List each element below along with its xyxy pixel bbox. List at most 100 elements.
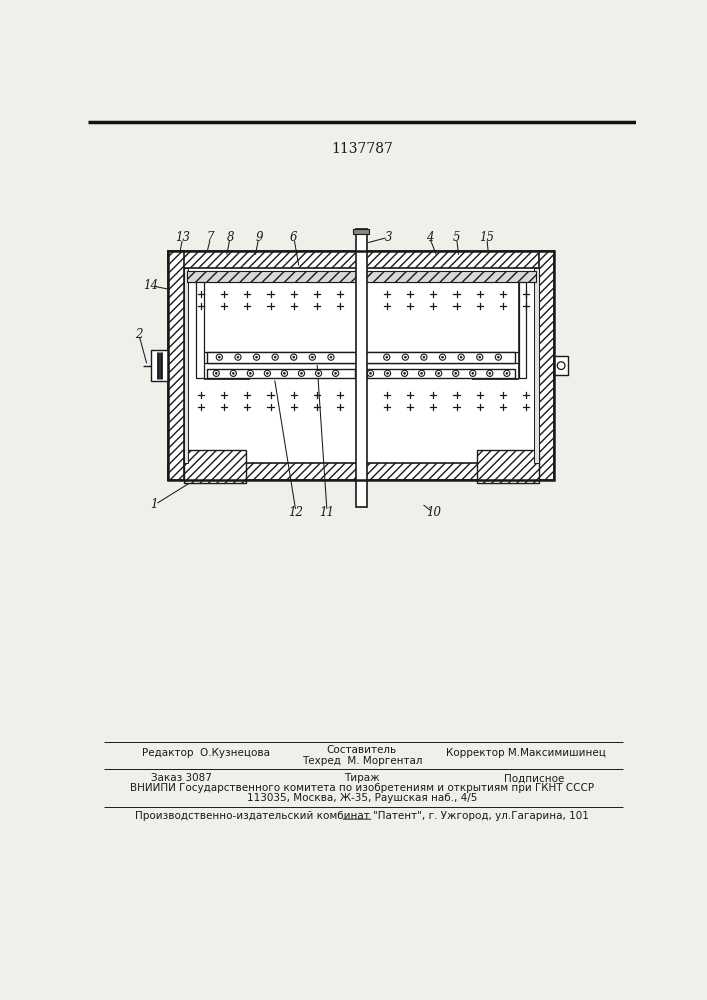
Circle shape	[489, 372, 491, 374]
Circle shape	[267, 372, 269, 374]
Circle shape	[300, 372, 303, 374]
Bar	[356, 229, 367, 507]
Circle shape	[332, 370, 339, 376]
Circle shape	[334, 372, 337, 374]
Circle shape	[368, 370, 373, 376]
Circle shape	[298, 370, 305, 376]
Circle shape	[370, 372, 371, 374]
Circle shape	[230, 370, 236, 376]
Circle shape	[253, 354, 259, 360]
Circle shape	[247, 370, 253, 376]
Circle shape	[330, 356, 332, 358]
Circle shape	[386, 356, 387, 358]
Circle shape	[421, 354, 427, 360]
Circle shape	[281, 370, 288, 376]
Text: 14: 14	[143, 279, 158, 292]
Circle shape	[216, 354, 223, 360]
Text: Тираж: Тираж	[344, 773, 380, 783]
Circle shape	[469, 370, 476, 376]
Text: 10: 10	[426, 506, 440, 519]
Circle shape	[419, 370, 425, 376]
Text: 113035, Москва, Ж-35, Раушская наб., 4/5: 113035, Москва, Ж-35, Раушская наб., 4/5	[247, 793, 477, 803]
Circle shape	[274, 356, 276, 358]
Circle shape	[423, 356, 425, 358]
Bar	[168, 251, 184, 480]
Text: 15: 15	[479, 231, 494, 244]
Bar	[168, 251, 554, 480]
Circle shape	[557, 362, 565, 369]
Bar	[554, 356, 568, 375]
Text: Корректор М.Максимишинец: Корректор М.Максимишинец	[446, 748, 606, 758]
Circle shape	[477, 354, 483, 360]
Circle shape	[272, 354, 279, 360]
Circle shape	[233, 372, 234, 374]
Text: 5: 5	[452, 231, 460, 244]
Circle shape	[472, 372, 474, 374]
Text: 11: 11	[320, 506, 334, 519]
Circle shape	[235, 354, 241, 360]
Text: 1: 1	[151, 498, 158, 512]
Circle shape	[404, 356, 407, 358]
Circle shape	[315, 370, 322, 376]
Bar	[354, 229, 369, 234]
Text: Редактор  О.Кузнецова: Редактор О.Кузнецова	[142, 748, 270, 758]
Circle shape	[387, 372, 388, 374]
Circle shape	[479, 356, 481, 358]
Circle shape	[486, 370, 493, 376]
Circle shape	[440, 354, 445, 360]
Bar	[534, 268, 539, 463]
Text: Заказ 3087: Заказ 3087	[151, 773, 212, 783]
Text: 9: 9	[255, 231, 262, 244]
Circle shape	[293, 356, 295, 358]
Bar	[207, 369, 355, 378]
Circle shape	[309, 354, 315, 360]
Text: 6: 6	[290, 231, 298, 244]
Text: 13: 13	[175, 231, 190, 244]
Circle shape	[402, 354, 409, 360]
Bar	[184, 450, 246, 483]
Text: Техред  М. Моргентал: Техред М. Моргентал	[302, 756, 422, 766]
Circle shape	[498, 356, 499, 358]
Text: 3: 3	[385, 231, 393, 244]
Circle shape	[284, 372, 286, 374]
Circle shape	[384, 354, 390, 360]
Text: ВНИИПИ Государственного комитета по изобретениям и открытиям при ГКНТ СССР: ВНИИПИ Государственного комитета по изоб…	[130, 783, 594, 793]
Circle shape	[328, 354, 334, 360]
Text: 1137787: 1137787	[331, 142, 393, 156]
Circle shape	[458, 354, 464, 360]
Text: 4: 4	[426, 231, 433, 244]
Circle shape	[495, 354, 501, 360]
Circle shape	[504, 370, 510, 376]
Circle shape	[218, 356, 221, 358]
Circle shape	[506, 372, 508, 374]
Bar	[477, 450, 539, 483]
Text: 7: 7	[207, 231, 215, 244]
Circle shape	[421, 372, 423, 374]
Circle shape	[385, 370, 391, 376]
Circle shape	[436, 370, 442, 376]
Circle shape	[291, 354, 297, 360]
Circle shape	[237, 356, 239, 358]
Text: 2: 2	[135, 328, 143, 341]
Bar	[151, 350, 168, 381]
Circle shape	[264, 370, 271, 376]
Bar	[539, 251, 554, 480]
Bar	[187, 271, 535, 282]
Bar	[184, 268, 188, 463]
Text: Производственно-издательский комбинат "Патент", г. Ужгород, ул.Гагарина, 101: Производственно-издательский комбинат "П…	[135, 811, 589, 821]
Text: Подписное: Подписное	[504, 773, 564, 783]
Bar	[368, 369, 515, 378]
Bar	[184, 268, 539, 463]
Bar	[196, 282, 204, 378]
Circle shape	[213, 370, 219, 376]
Text: 12: 12	[288, 506, 303, 519]
Circle shape	[442, 356, 443, 358]
Text: 8: 8	[226, 231, 234, 244]
Circle shape	[216, 372, 217, 374]
Circle shape	[402, 370, 408, 376]
Bar	[168, 251, 554, 268]
Circle shape	[438, 372, 440, 374]
Bar	[518, 282, 526, 378]
Circle shape	[250, 372, 251, 374]
Circle shape	[404, 372, 406, 374]
